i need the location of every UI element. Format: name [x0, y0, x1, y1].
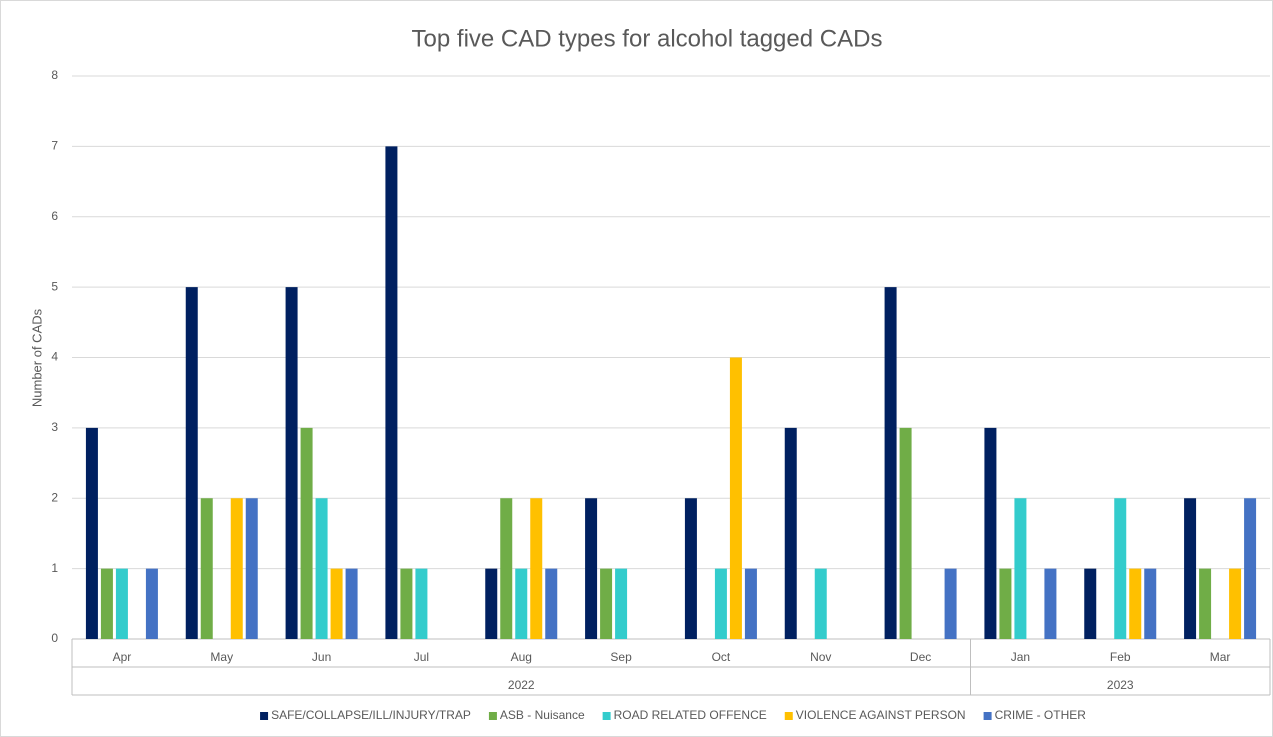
- x-tick-label: Nov: [810, 650, 831, 664]
- bar: [345, 568, 358, 639]
- bar: [1229, 568, 1242, 639]
- bar: [230, 498, 243, 639]
- bar: [245, 498, 258, 639]
- legend-label: CRIME - OTHER: [995, 708, 1087, 722]
- x-tick-label: Jun: [312, 650, 331, 664]
- bar: [200, 498, 213, 639]
- bar: [944, 568, 957, 639]
- bar: [415, 568, 428, 639]
- bar: [185, 287, 198, 639]
- legend-swatch: [983, 712, 992, 720]
- bar: [85, 427, 98, 639]
- x-tick-label: May: [210, 650, 233, 664]
- legend-label: ROAD RELATED OFFENCE: [614, 708, 767, 722]
- x-tick-label: Aug: [511, 650, 532, 664]
- bar: [784, 427, 797, 639]
- bar: [530, 498, 543, 639]
- y-axis-label: Number of CADs: [29, 308, 44, 407]
- x-tick-label: Apr: [113, 650, 132, 664]
- y-tick-label: 1: [51, 561, 58, 575]
- x-tick-label: Feb: [1110, 650, 1131, 664]
- chart-title: Top five CAD types for alcohol tagged CA…: [412, 25, 883, 52]
- bar: [400, 568, 413, 639]
- bar: [115, 568, 128, 639]
- y-tick-label: 8: [51, 68, 58, 82]
- legend-label: VIOLENCE AGAINST PERSON: [796, 708, 966, 722]
- bar: [729, 357, 742, 639]
- bar: [545, 568, 558, 639]
- bar: [285, 287, 298, 639]
- y-tick-label: 7: [51, 139, 58, 153]
- bar: [1144, 568, 1157, 639]
- bar: [1044, 568, 1057, 639]
- bar: [814, 568, 827, 639]
- x-tick-label: Mar: [1210, 650, 1231, 664]
- bar: [999, 568, 1012, 639]
- bar: [899, 427, 912, 639]
- bar: [1184, 498, 1197, 639]
- y-tick-label: 2: [51, 490, 58, 504]
- bar: [100, 568, 113, 639]
- legend-swatch: [784, 712, 793, 720]
- legend-swatch: [260, 712, 269, 720]
- legend: SAFE/COLLAPSE/ILL/INJURY/TRAP ASB - Nuisa…: [260, 708, 1086, 722]
- y-tick-label: 5: [51, 279, 58, 293]
- legend-label: ASB - Nuisance: [500, 708, 585, 722]
- y-tick-label: 0: [51, 631, 58, 645]
- bar: [300, 427, 313, 639]
- bar: [145, 568, 158, 639]
- bar: [485, 568, 498, 639]
- x-tick-label: Jul: [414, 650, 429, 664]
- x-tick-label: Sep: [610, 650, 632, 664]
- bar: [884, 287, 897, 639]
- bar: [330, 568, 343, 639]
- group-label: 2022: [508, 678, 535, 692]
- x-tick-label: Jan: [1011, 650, 1030, 664]
- y-tick-label: 3: [51, 420, 58, 434]
- bar: [385, 146, 398, 639]
- bar: [984, 427, 997, 639]
- bar: [744, 568, 757, 639]
- bar: [1084, 568, 1097, 639]
- bar: [585, 498, 598, 639]
- bar: [615, 568, 628, 639]
- bar: [1014, 498, 1027, 639]
- legend-swatch: [488, 712, 497, 720]
- y-tick-label: 4: [51, 350, 58, 364]
- bar: [1114, 498, 1127, 639]
- bar: [1129, 568, 1142, 639]
- group-label: 2023: [1107, 678, 1134, 692]
- bar: [714, 568, 727, 639]
- bar: [500, 498, 513, 639]
- bar: [1199, 568, 1212, 639]
- y-tick-label: 6: [51, 209, 58, 223]
- legend-label: SAFE/COLLAPSE/ILL/INJURY/TRAP: [271, 708, 471, 722]
- x-tick-label: Dec: [910, 650, 931, 664]
- legend-swatch: [602, 712, 611, 720]
- bar: [315, 498, 328, 639]
- x-tick-label: Oct: [712, 650, 731, 664]
- bar: [515, 568, 528, 639]
- bar: [1244, 498, 1257, 639]
- bar: [684, 498, 697, 639]
- bar: [600, 568, 613, 639]
